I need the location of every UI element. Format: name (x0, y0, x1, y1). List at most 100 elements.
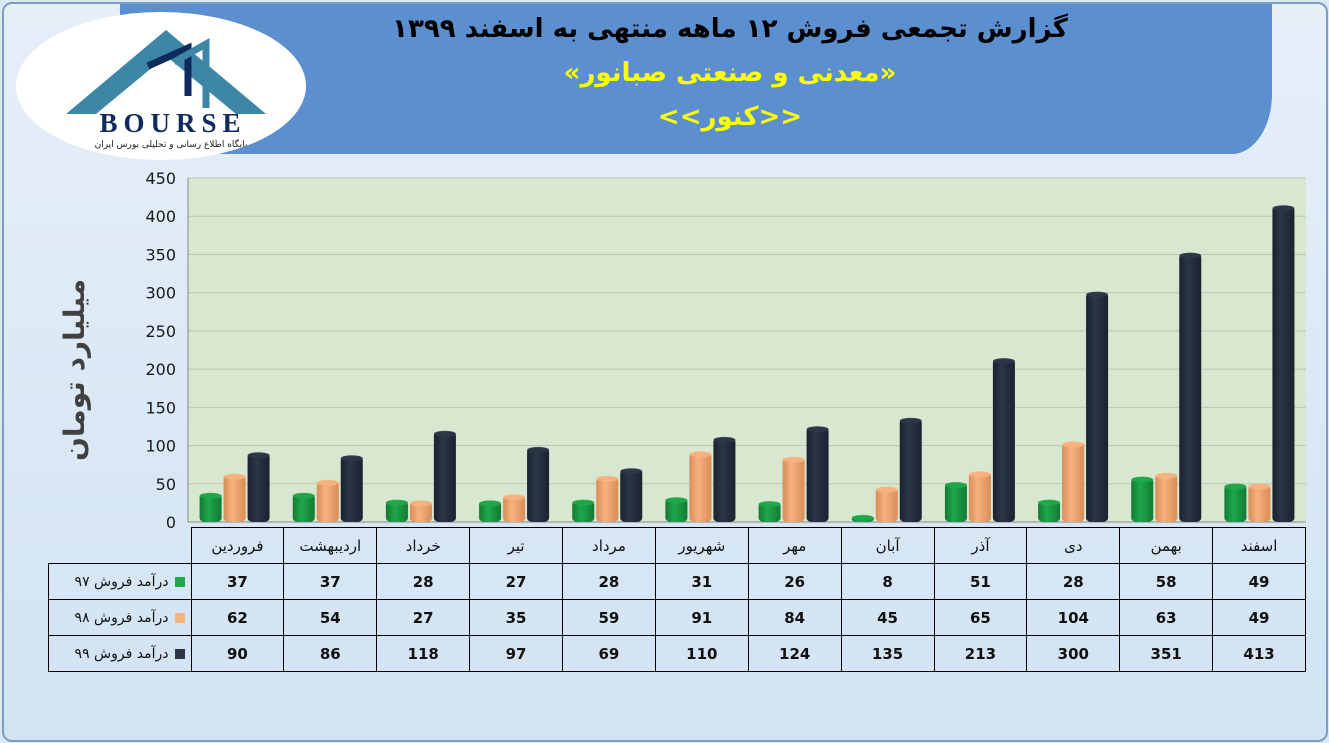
bar-2-12 (1248, 484, 1271, 522)
data-value: 49 (1212, 599, 1306, 636)
bar-3-7 (806, 427, 829, 522)
data-value: 104 (1026, 599, 1121, 636)
bar-2-1 (223, 474, 246, 522)
series-name: درآمد فروش ۹۸ (74, 609, 169, 626)
table-row: درآمد فروش ۹۸ 62 54 27 35 59 91 84 45 65 104 63 49 (48, 599, 1306, 636)
bar-3-9 (992, 359, 1015, 522)
bar-cap (385, 499, 408, 506)
bar-cap (1272, 205, 1295, 212)
data-value: 90 (190, 635, 285, 672)
data-value: 69 (562, 635, 656, 672)
data-value: 8 (840, 563, 935, 600)
data-value: 118 (376, 635, 471, 672)
bar-cap (620, 468, 643, 475)
y-tick-label: 0 (166, 513, 176, 532)
y-tick-label: 450 (145, 169, 176, 188)
bar-cap (782, 456, 805, 463)
data-value: 97 (469, 635, 563, 672)
bar-1-9 (944, 483, 967, 522)
bar-cap (851, 514, 874, 521)
bar-cap (1224, 483, 1247, 490)
category-label: مهر (747, 527, 842, 564)
bar-cap (572, 499, 595, 506)
bar-cap (758, 501, 781, 508)
data-table: فروردین اردیبهشت خرداد تیر مرداد شهریور مهر آبا… (48, 527, 1306, 672)
bar-cap (1131, 476, 1154, 483)
bar-3-5 (620, 469, 643, 522)
bar-cap (665, 497, 688, 504)
bar-3-2 (340, 456, 363, 522)
data-value: 31 (654, 563, 749, 600)
bourse-logo-icon (66, 30, 266, 114)
bar-cap (409, 500, 432, 507)
bar-1-12 (1224, 484, 1247, 522)
data-value: 58 (1119, 563, 1214, 600)
bar-2-4 (503, 495, 526, 522)
category-label: دی (1026, 527, 1121, 564)
category-label: فروردین (190, 527, 285, 564)
data-value: 65 (933, 599, 1028, 636)
legend-entry: درآمد فروش ۹۸ (48, 599, 192, 636)
bar-2-11 (1155, 473, 1178, 522)
y-tick-label: 250 (145, 322, 176, 341)
data-value: 37 (283, 563, 378, 600)
bar-2-9 (968, 472, 991, 522)
bar-cap (806, 426, 829, 433)
data-value: 54 (283, 599, 378, 636)
bar-3-3 (433, 431, 456, 522)
y-tick-label: 50 (156, 475, 176, 494)
bar-1-4 (479, 501, 502, 522)
data-value: 45 (840, 599, 935, 636)
bar-cap (479, 500, 502, 507)
y-tick-label: 100 (145, 437, 176, 456)
y-tick-label: 300 (145, 284, 176, 303)
plot-area (188, 178, 1306, 522)
y-tick-label: 400 (145, 207, 176, 226)
data-value: 37 (190, 563, 285, 600)
logo-text: BOURSE (99, 108, 247, 138)
legend-entry: درآمد فروش ۹۹ (48, 635, 192, 672)
bar-2-7 (782, 457, 805, 522)
company-name: «معدنی و صنعتی صبانور» (563, 58, 897, 88)
data-value: 63 (1119, 599, 1214, 636)
bar-1-7 (758, 502, 781, 522)
data-value: 86 (283, 635, 378, 672)
data-value: 49 (1212, 563, 1306, 600)
category-label: آذر (933, 527, 1028, 564)
bar-cap (713, 436, 736, 443)
category-label: شهریور (654, 527, 749, 564)
category-label: اردیبهشت (283, 527, 378, 564)
series-name: درآمد فروش ۹۹ (74, 645, 169, 662)
bar-cap (527, 446, 550, 453)
bar-cap (223, 473, 246, 480)
bar-3-12 (1272, 206, 1295, 523)
data-value: 300 (1026, 635, 1121, 672)
category-label: آبان (840, 527, 935, 564)
data-value: 27 (469, 563, 563, 600)
bar-cap (596, 475, 619, 482)
ticker-symbol: <<کنور>> (657, 102, 803, 132)
bar-1-3 (385, 500, 408, 522)
category-label: خرداد (376, 527, 471, 564)
category-label: اسفند (1212, 527, 1306, 564)
bar-1-6 (665, 498, 688, 522)
data-value: 91 (654, 599, 749, 636)
table-corner (48, 527, 192, 564)
bar-1-2 (292, 493, 315, 522)
bar-2-3 (409, 501, 432, 522)
bar-3-4 (527, 447, 550, 522)
bar-cap (503, 494, 526, 501)
bar-1-1 (199, 493, 222, 522)
data-value: 124 (747, 635, 842, 672)
chart-title: گزارش تجمعی فروش ۱۲ ماهه منتهی به اسفند … (392, 14, 1068, 44)
data-value: 135 (840, 635, 935, 672)
bar-2-10 (1062, 442, 1085, 522)
bar-3-11 (1179, 253, 1202, 522)
data-value: 84 (747, 599, 842, 636)
bar-cap (899, 417, 922, 424)
bar-cap (992, 358, 1015, 365)
data-value: 213 (933, 635, 1028, 672)
data-value: 28 (562, 563, 656, 600)
bar-2-6 (689, 452, 712, 522)
y-tick-label: 200 (145, 360, 176, 379)
